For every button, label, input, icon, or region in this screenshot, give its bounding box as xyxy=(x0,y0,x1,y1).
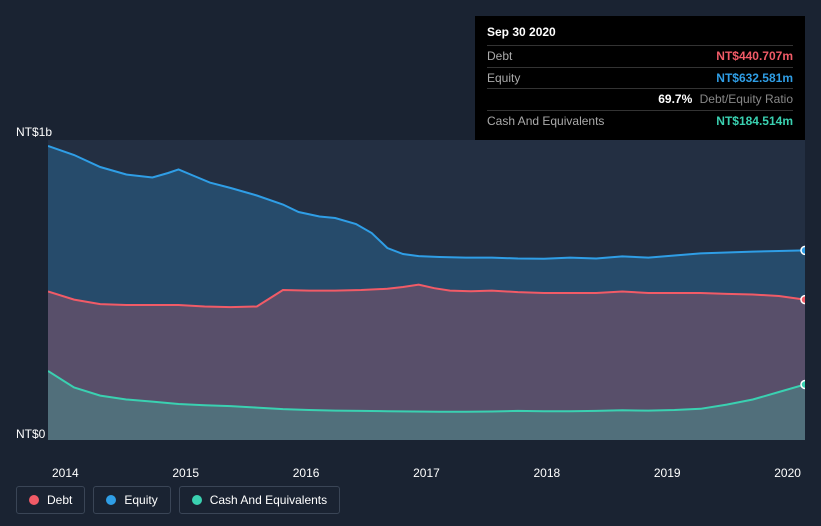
chart-svg xyxy=(48,140,805,440)
tooltip-sublabel: Debt/Equity Ratio xyxy=(696,92,793,106)
end-marker-equity xyxy=(801,246,805,254)
tooltip-value: NT$440.707m xyxy=(716,48,793,65)
tooltip-label: Equity xyxy=(487,70,520,87)
tooltip-value: 69.7% Debt/Equity Ratio xyxy=(658,91,793,108)
y-axis-label-top: NT$1b xyxy=(16,125,52,139)
x-axis-tick: 2015 xyxy=(172,466,199,480)
legend-swatch xyxy=(29,495,39,505)
tooltip-label: Debt xyxy=(487,48,512,65)
end-marker-debt xyxy=(801,296,805,304)
legend-label: Equity xyxy=(124,493,157,507)
x-axis-tick: 2017 xyxy=(413,466,440,480)
legend-label: Debt xyxy=(47,493,72,507)
debt-equity-chart: NT$1b NT$0 2014201520162017201820192020 xyxy=(16,120,805,460)
legend-item-equity[interactable]: Equity xyxy=(93,486,170,514)
legend-swatch xyxy=(192,495,202,505)
tooltip-value: NT$632.581m xyxy=(716,70,793,87)
x-axis-tick: 2018 xyxy=(534,466,561,480)
plot-area xyxy=(48,140,805,440)
legend-swatch xyxy=(106,495,116,505)
end-marker-cash-and-equivalents xyxy=(801,381,805,389)
x-axis-tick: 2014 xyxy=(52,466,79,480)
tooltip-row: Equity NT$632.581m xyxy=(487,68,793,90)
tooltip-row: 69.7% Debt/Equity Ratio xyxy=(487,89,793,111)
chart-legend: Debt Equity Cash And Equivalents xyxy=(16,486,340,514)
tooltip-date: Sep 30 2020 xyxy=(487,24,793,46)
x-axis-tick: 2020 xyxy=(774,466,801,480)
x-axis-tick: 2016 xyxy=(293,466,320,480)
legend-item-cash-and-equivalents[interactable]: Cash And Equivalents xyxy=(179,486,340,514)
legend-label: Cash And Equivalents xyxy=(210,493,327,507)
x-axis-tick: 2019 xyxy=(654,466,681,480)
legend-item-debt[interactable]: Debt xyxy=(16,486,85,514)
x-axis: 2014 2015 2016 2017 2018 2019 2020 xyxy=(48,466,805,480)
tooltip-row: Debt NT$440.707m xyxy=(487,46,793,68)
y-axis-label-bottom: NT$0 xyxy=(16,427,45,441)
